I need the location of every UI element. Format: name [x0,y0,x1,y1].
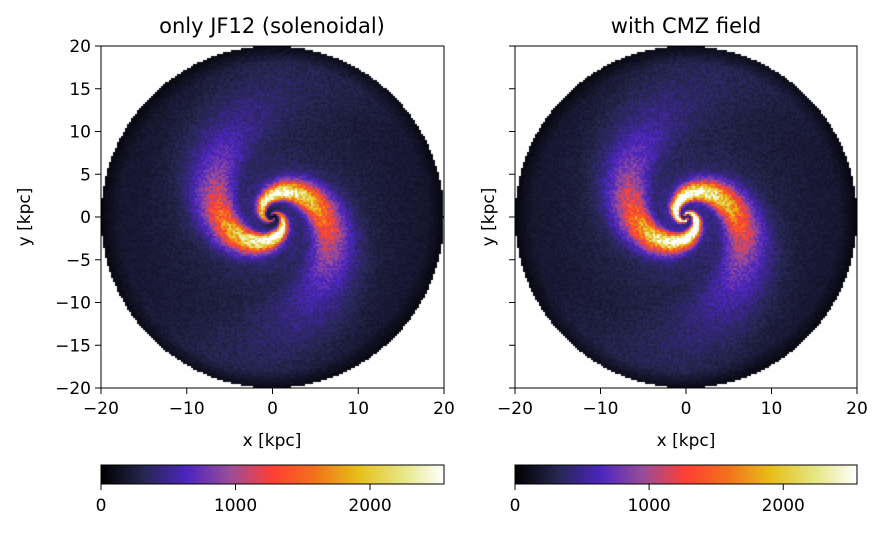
colorbar-tick-label: 0 [510,496,521,516]
y-axis-label: y [kpc] [15,188,35,247]
y-tick-label: −15 [55,336,91,356]
y-tick-label: 10 [69,123,91,143]
panel-title: with CMZ field [611,14,761,38]
y-tick-label: 15 [69,80,91,100]
panel-title: only JF12 (solenoidal) [159,14,385,38]
panel-jf12: only JF12 (solenoidal) −20 −10 0 10 20 −20 −1… [15,14,455,516]
x-axis-ticks: −20 −10 0 10 20 [497,388,868,419]
x-tick-label: −20 [497,399,533,419]
x-axis-ticks: −20 −10 0 10 20 [83,388,455,419]
heatmap-canvas [515,46,857,388]
heatmap-canvas [101,46,444,388]
y-tick-label: −5 [66,251,91,271]
y-tick-label: 0 [80,208,91,228]
colorbar-tick-label: 2000 [348,496,391,516]
x-tick-label: 20 [433,399,455,419]
heatmap-area [101,46,444,388]
colorbar-tick-label: 0 [96,496,107,516]
y-tick-label: 20 [69,37,91,57]
x-axis-label: x [kpc] [243,431,302,451]
x-tick-label: 10 [761,399,783,419]
x-tick-label: −10 [169,399,205,419]
y-tick-label: 5 [80,165,91,185]
colorbar-ticks: 0 1000 2000 [96,484,392,516]
x-tick-label: 0 [267,399,278,419]
y-tick-label: −10 [55,294,91,314]
panel-cmz: with CMZ field −20 −10 0 10 20 x [kpc] y [kp… [479,14,868,516]
colorbar-ticks: 0 1000 2000 [510,484,805,516]
y-axis-ticks [509,45,515,389]
x-axis-label: x [kpc] [657,431,716,451]
colorbar-tick-label: 2000 [762,496,805,516]
x-tick-label: 0 [681,399,692,419]
colorbar-tick-label: 1000 [627,496,670,516]
y-tick-label: −20 [55,379,91,399]
y-axis-label: y [kpc] [479,188,499,247]
y-axis-ticks: −20 −15 −10 −5 0 5 10 15 20 [55,37,101,399]
colorbar [514,464,858,485]
heatmap-area [515,46,857,388]
x-tick-label: −10 [583,399,619,419]
x-tick-label: 10 [347,399,369,419]
colorbar-tick-label: 1000 [214,496,257,516]
x-tick-label: 20 [846,399,868,419]
colorbar [100,464,445,485]
x-tick-label: −20 [83,399,119,419]
